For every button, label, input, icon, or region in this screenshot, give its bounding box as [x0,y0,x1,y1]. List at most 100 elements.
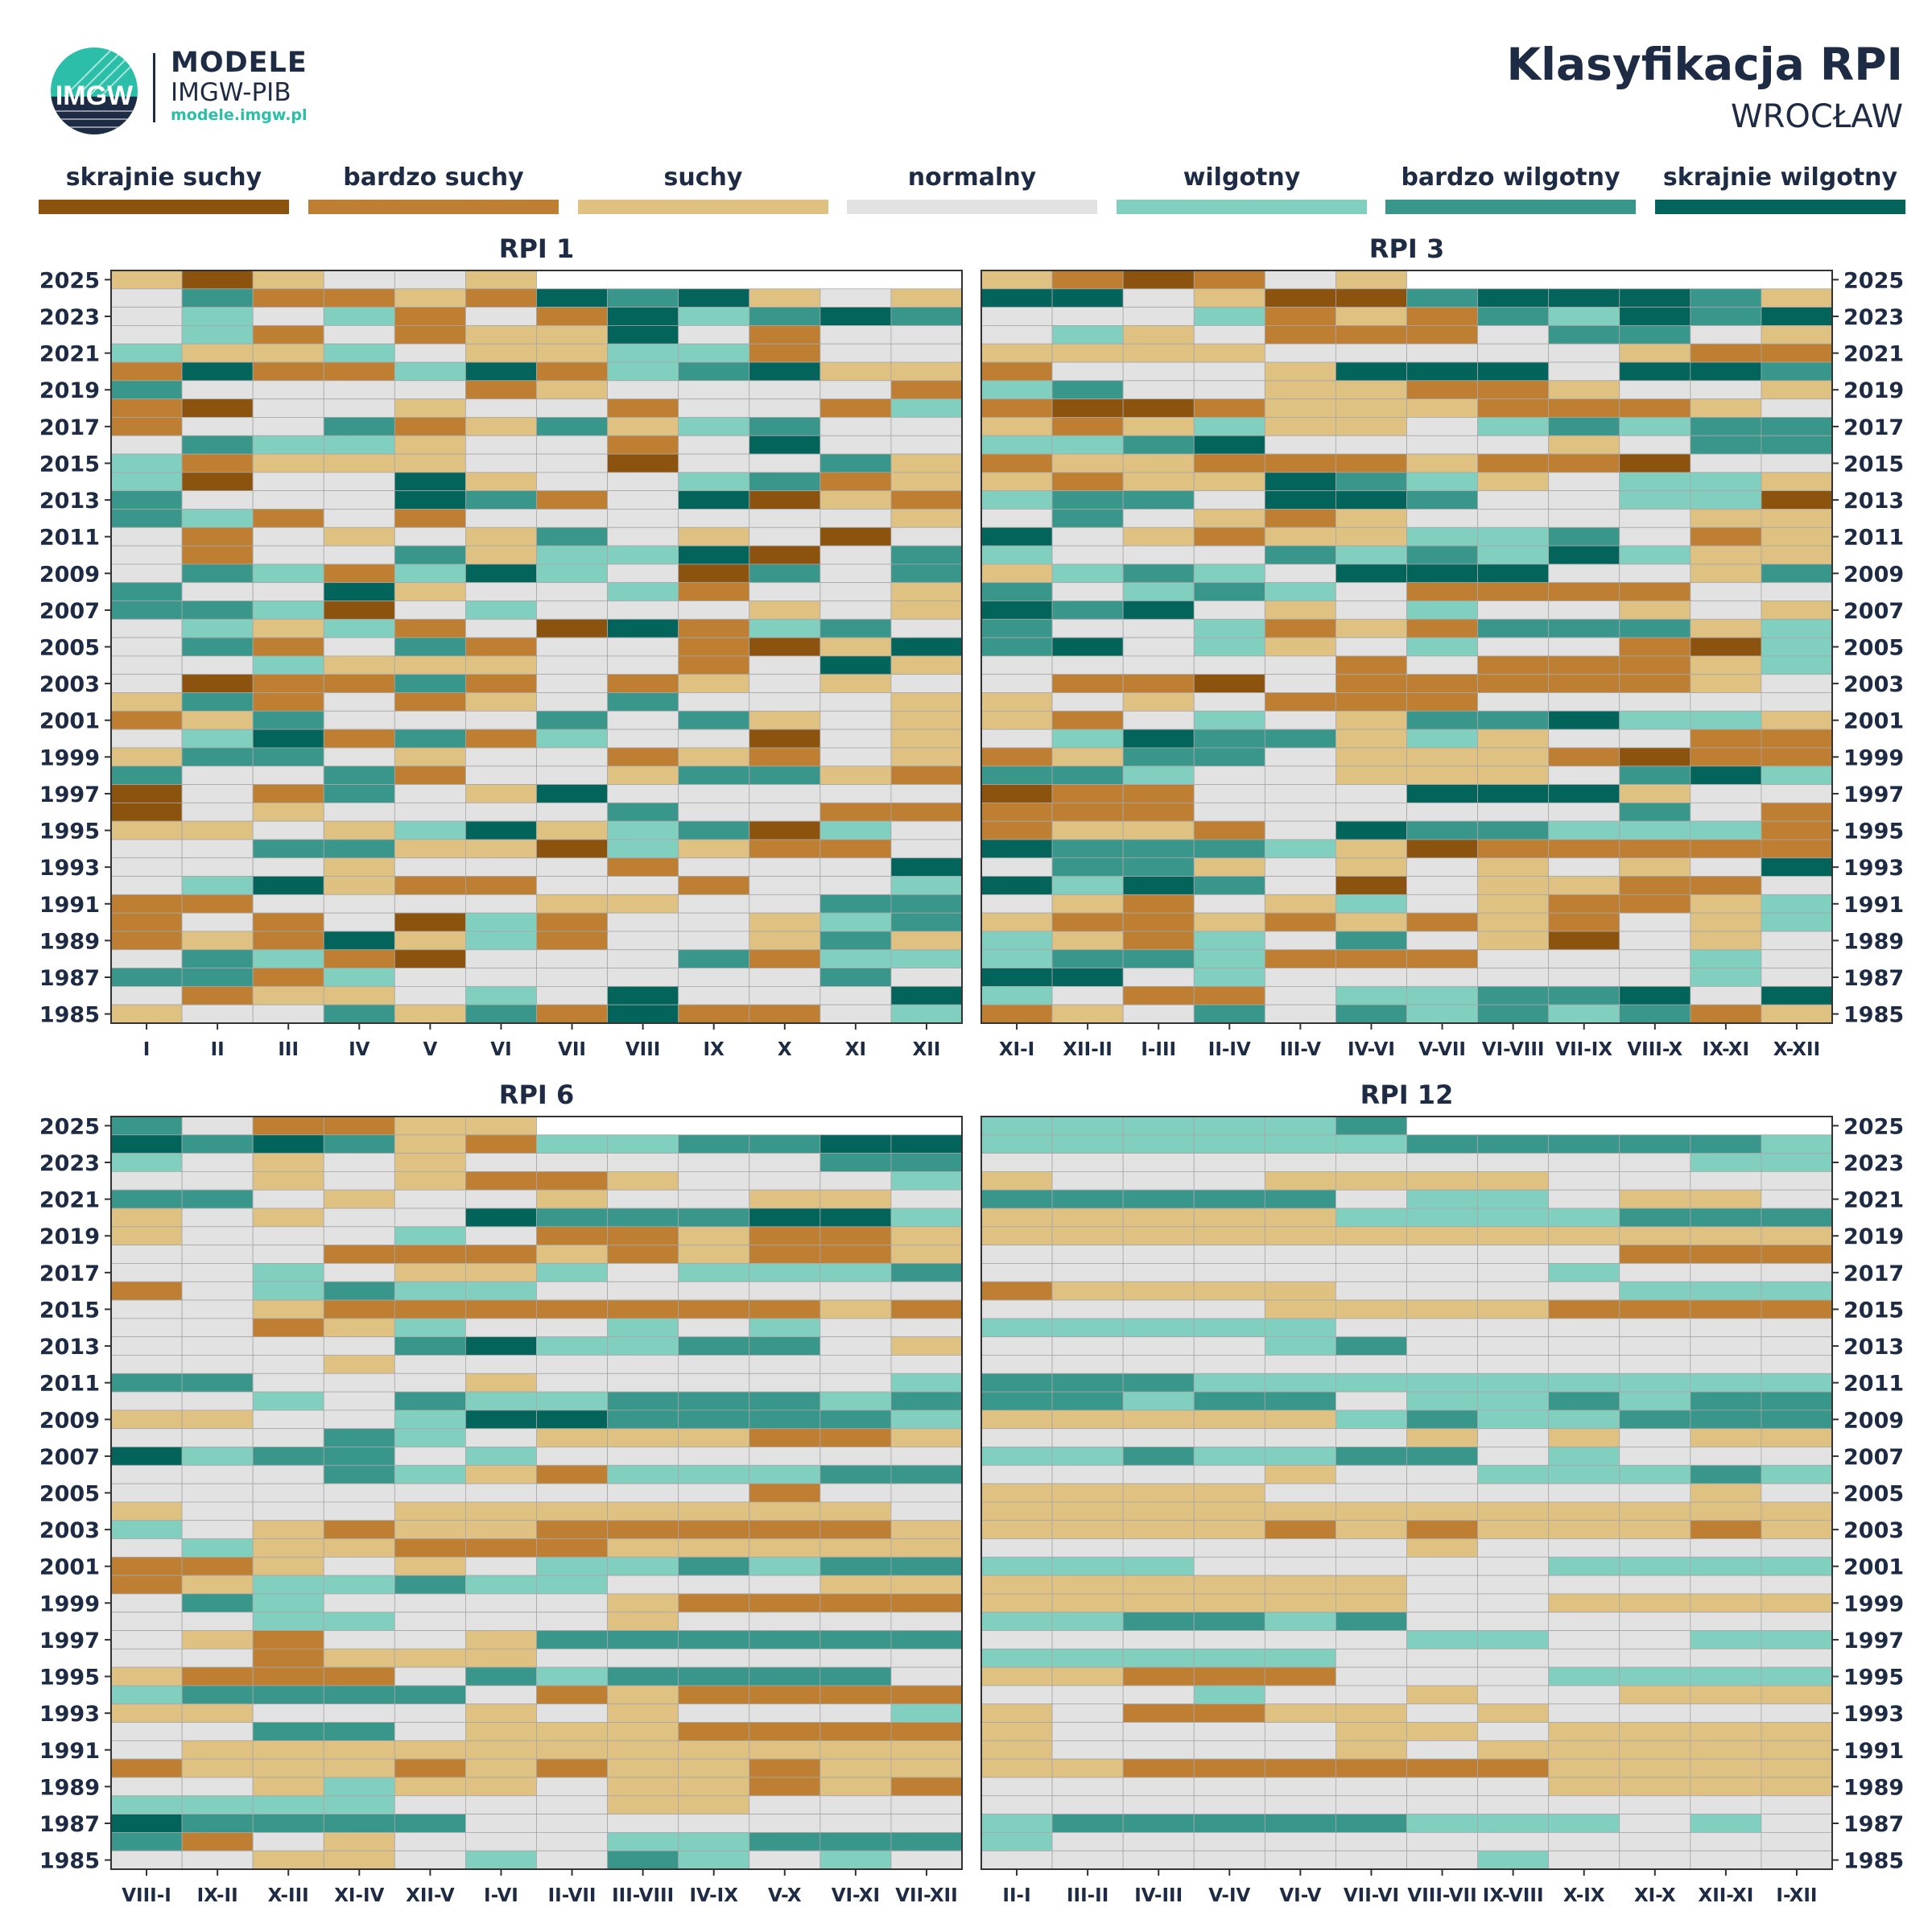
heatmap-cell [1619,637,1691,657]
heatmap-cell [110,1464,183,1484]
x-tick-label: III-II [1067,1885,1108,1906]
heatmap-cell [181,1336,254,1356]
heatmap-cell [1548,472,1620,492]
heatmap-cell [110,270,183,290]
heatmap-cell [323,1391,395,1411]
heatmap-cell [1335,692,1407,712]
heatmap-cell [181,1850,254,1870]
heatmap-cell [980,894,1053,914]
heatmap-cell [890,1226,963,1246]
heatmap-cell [890,325,963,345]
heatmap-cell [394,1612,466,1631]
heatmap-cell [465,1814,537,1833]
heatmap-cell [465,802,537,822]
heatmap-cell [110,931,183,951]
heatmap-cell [465,1355,537,1374]
heatmap-cell [1406,288,1478,308]
heatmap-cell [1477,1447,1550,1466]
heatmap-cell [749,1318,821,1338]
heatmap-cell [1548,820,1620,840]
heatmap-cell [465,1263,537,1282]
heatmap-cell [252,380,324,400]
heatmap-cell [1193,1208,1265,1228]
heatmap-cell [1051,1740,1124,1760]
heatmap-cell [1761,1593,1833,1613]
heatmap-cell [1619,545,1691,565]
heatmap-cell [678,1520,750,1539]
heatmap-cell [1264,325,1336,345]
heatmap-cell [110,453,183,473]
heatmap-cell [749,912,821,932]
heatmap-cell [1193,876,1265,895]
heatmap-cell [1051,1428,1124,1447]
heatmap-cell [1761,1189,1833,1209]
heatmap-cell [1619,1648,1691,1668]
heatmap-cell [607,1703,679,1723]
heatmap-cell [1761,747,1833,767]
heatmap-cell [1761,1263,1833,1282]
heatmap-cell [890,747,963,767]
heatmap-cell [1193,1263,1265,1282]
heatmap-cell [980,582,1053,601]
heatmap-cell [181,1208,254,1228]
heatmap-cell [252,949,324,968]
heatmap-cell [110,1685,183,1705]
heatmap-cell [980,1464,1053,1484]
heatmap-cell [980,343,1053,363]
x-tick-label: X-III [268,1885,309,1906]
heatmap-cell [1122,1501,1195,1521]
heatmap-cell [394,1501,466,1521]
heatmap-cell [819,1593,892,1613]
heatmap-cell [1406,1758,1478,1778]
heatmap-cell [1264,582,1336,601]
heatmap-cell [1335,949,1407,968]
heatmap-cell [181,1612,254,1631]
heatmap-cell [536,766,608,785]
heatmap-cell [252,985,324,1005]
heatmap-cell [110,1758,183,1778]
y-tick-label: 2025 [1843,1114,1904,1139]
heatmap-cell [819,1501,892,1521]
heatmap-cell [1051,1355,1124,1374]
heatmap-cell [110,912,183,932]
heatmap-cell [1619,1575,1691,1595]
legend-label: skrajnie suchy [65,163,262,192]
heatmap-cell [1122,453,1195,473]
heatmap-cell [394,876,466,895]
heatmap-cell [1619,1758,1691,1778]
heatmap-cell [980,1391,1053,1411]
heatmap-cell [536,490,608,510]
heatmap-cell [819,1336,892,1356]
heatmap-cell [1193,288,1265,308]
heatmap-cell [1051,526,1124,547]
heatmap-cell [252,1593,324,1613]
heatmap-cell [607,1171,679,1191]
heatmap-cell [1477,1520,1550,1539]
heatmap-cell [394,1520,466,1539]
brand-url[interactable]: modele.imgw.pl [171,106,308,124]
heatmap-cell [1619,1189,1691,1209]
heatmap-cell [252,931,324,951]
heatmap-cell [252,564,324,584]
heatmap-cell [1548,710,1620,730]
heatmap-cell [1122,876,1195,895]
heatmap-cell [110,1355,183,1374]
heatmap-cell [607,601,679,620]
y-tick-label: 2011 [1843,526,1904,551]
heatmap-cell [607,857,679,877]
heatmap-cell [1761,876,1833,895]
heatmap-cell [1548,1464,1620,1484]
heatmap-cell [465,1575,537,1595]
heatmap-cell [1193,912,1265,932]
heatmap-cell [1406,729,1478,749]
heatmap-cell [465,1116,537,1136]
heatmap-cell [1619,343,1691,363]
y-tick-label: 2013 [39,1335,100,1360]
heatmap-cell [323,1758,395,1778]
heatmap-cell [678,1814,750,1833]
x-tick-label: III-VIII [612,1885,674,1906]
heatmap-cell [536,1520,608,1539]
heatmap-cell [1406,655,1478,675]
heatmap-cell [607,1777,679,1797]
heatmap-cell [110,784,183,803]
